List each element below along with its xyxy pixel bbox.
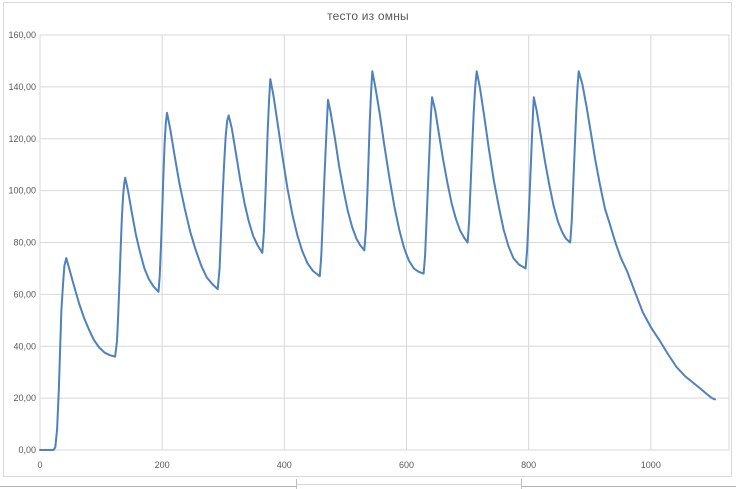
- y-axis-tick-label: 140,00: [8, 82, 36, 92]
- cell-border-bottom-right: [521, 486, 736, 487]
- spreadsheet-row-strip: [0, 478, 736, 489]
- y-axis-tick-label: 100,00: [8, 186, 36, 196]
- y-axis-tick-label: 40,00: [13, 341, 36, 351]
- x-axis-tick-label: 400: [277, 460, 292, 470]
- y-axis-tick-label: 60,00: [13, 289, 36, 299]
- y-axis-tick-label: 160,00: [8, 30, 36, 40]
- cell-border-bottom-left: [0, 486, 296, 487]
- cell-border-vertical-2: [521, 479, 522, 489]
- y-axis-tick-label: 120,00: [8, 134, 36, 144]
- y-axis-tick-label: 80,00: [13, 238, 36, 248]
- x-axis-tick-label: 0: [37, 460, 42, 470]
- series-line: [39, 70, 716, 451]
- x-axis-tick-label: 600: [399, 460, 414, 470]
- chart-svg: 0,00 20,00 40,00 60,00 80,00 100,00 120,00 140,…: [8, 30, 730, 470]
- y-axis-tick-label: 0,00: [18, 445, 36, 455]
- cell-border-vertical-1: [296, 479, 297, 489]
- cell-border-bottom-middle: [296, 484, 521, 485]
- y-axis-tick-label: 20,00: [13, 393, 36, 403]
- x-axis-tick-label: 1000: [641, 460, 661, 470]
- x-axis-tick-label: 800: [521, 460, 536, 470]
- chart-title: тесто из омны: [327, 9, 409, 23]
- x-axis-tick-label: 200: [155, 460, 170, 470]
- plot-area-border: [39, 34, 730, 451]
